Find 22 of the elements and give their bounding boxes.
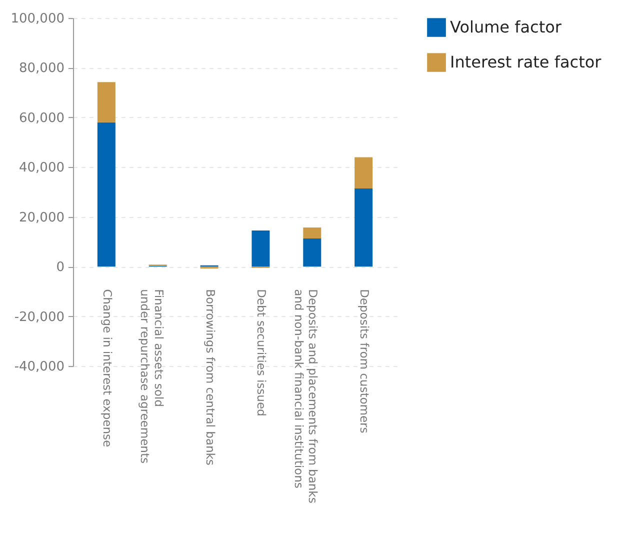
y-tick-label: 0	[56, 260, 64, 276]
bar	[303, 228, 322, 238]
bar	[97, 122, 116, 267]
y-tick-label: -40,000	[14, 360, 64, 374]
bar	[252, 230, 270, 267]
x-tick-label: Deposits from customers	[358, 289, 372, 434]
x-tick-label: Change in interest expense	[100, 289, 114, 448]
y-tick-label: 20,000	[19, 210, 64, 226]
y-tick-label: 80,000	[19, 61, 64, 76]
y-tick-label: 100,000	[10, 12, 64, 26]
y-tick-label: 40,000	[19, 160, 64, 176]
bar	[97, 82, 116, 122]
x-tick-label: Borrowings from central banks	[203, 289, 218, 466]
y-tick-label: -20,000	[14, 310, 64, 325]
legend-label: Interest rate factor	[450, 52, 602, 72]
bar	[354, 188, 373, 267]
bar	[303, 238, 322, 267]
legend-label: Volume factor	[450, 18, 562, 36]
bar	[354, 157, 373, 189]
x-tick-label: Financial assets sold under repurchase agreements	[138, 289, 166, 464]
x-tick-label: Debt securities issued	[254, 289, 269, 416]
y-tick-label: 60,000	[19, 110, 64, 126]
